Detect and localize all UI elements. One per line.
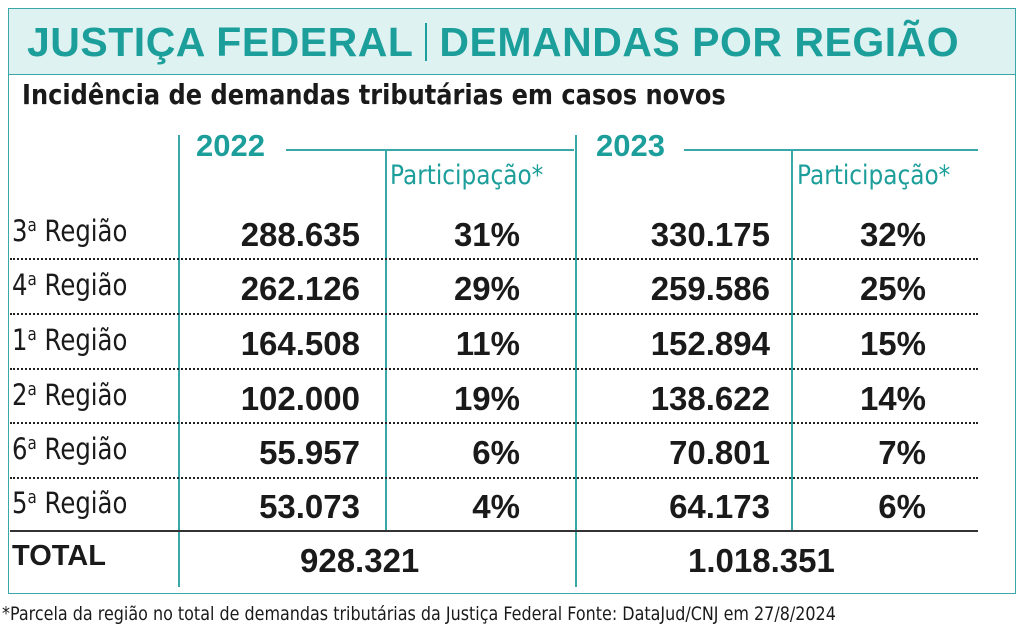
cell-5-regiao-2022: 53.073 [259, 488, 360, 525]
cell-6-regiao-2023-share: 7% [878, 434, 926, 471]
cell-5-regiao-2023: 64.173 [669, 488, 770, 525]
cell-1-regiao-2023: 152.894 [650, 325, 770, 362]
column-divider-2 [385, 150, 387, 530]
cell-4-regiao-2022-share: 29% [453, 270, 520, 307]
cell-1-regiao-2023-share: 15% [859, 325, 926, 362]
cell-6-regiao-2022-share: 6% [472, 434, 520, 471]
title-separator [425, 23, 428, 61]
cell-1-regiao-2022: 164.508 [240, 325, 360, 362]
cell-2-regiao-2023: 138.622 [650, 380, 770, 417]
row-separator [10, 422, 978, 424]
participation-2023-header: Participação* [797, 160, 951, 191]
row-separator [10, 313, 978, 315]
row-separator [10, 477, 978, 479]
row-label-1-regiao: 1a Região [12, 323, 128, 357]
cell-2-regiao-2022: 102.000 [240, 380, 360, 417]
column-divider-1 [178, 135, 180, 587]
cell-5-regiao-2022-share: 4% [472, 488, 520, 525]
cell-3-regiao-2023-share: 32% [859, 216, 926, 253]
cell-3-regiao-2022-share: 31% [453, 216, 520, 253]
total-2023: 1.018.351 [688, 542, 835, 579]
year-2023-rule [684, 149, 978, 151]
cell-3-regiao-2022: 288.635 [240, 216, 360, 253]
column-divider-3 [575, 135, 577, 587]
footnote: *Parcela da região no total de demandas … [2, 603, 836, 625]
title-topic: DEMANDAS POR REGIÃO [439, 19, 960, 65]
title-section: JUSTIÇA FEDERAL [27, 19, 414, 65]
total-label: TOTAL [12, 540, 106, 572]
row-separator [10, 258, 978, 260]
page-title: JUSTIÇA FEDERAL DEMANDAS POR REGIÃO [27, 18, 959, 66]
cell-1-regiao-2022-share: 11% [455, 325, 520, 362]
cell-4-regiao-2023-share: 25% [859, 270, 926, 307]
row-label-3-regiao: 3a Região [12, 214, 128, 248]
row-label-6-regiao: 6a Região [12, 432, 128, 466]
cell-6-regiao-2023: 70.801 [669, 434, 770, 471]
table-frame: JUSTIÇA FEDERAL DEMANDAS POR REGIÃO [8, 8, 1016, 594]
cell-3-regiao-2023: 330.175 [650, 216, 770, 253]
cell-2-regiao-2023-share: 14% [859, 380, 926, 417]
cell-4-regiao-2022: 262.126 [240, 270, 360, 307]
row-label-4-regiao: 4a Região [12, 268, 128, 302]
row-label-5-regiao: 5a Região [12, 486, 128, 520]
row-separator [10, 368, 978, 370]
year-2022-header: 2022 [196, 128, 265, 163]
column-divider-4 [791, 150, 793, 530]
year-2023-header: 2023 [596, 128, 665, 163]
cell-4-regiao-2023: 259.586 [650, 270, 770, 307]
cell-6-regiao-2022: 55.957 [259, 434, 360, 471]
participation-2022-header: Participação* [390, 160, 544, 191]
cell-5-regiao-2023-share: 6% [878, 488, 926, 525]
title-banner: JUSTIÇA FEDERAL DEMANDAS POR REGIÃO [9, 9, 1015, 75]
chart-subtitle: Incidência de demandas tributárias em ca… [22, 78, 726, 111]
year-2022-rule [286, 149, 574, 151]
total-separator [10, 530, 978, 532]
row-label-2-regiao: 2a Região [12, 378, 128, 412]
cell-2-regiao-2022-share: 19% [453, 380, 520, 417]
total-2022: 928.321 [300, 542, 420, 579]
